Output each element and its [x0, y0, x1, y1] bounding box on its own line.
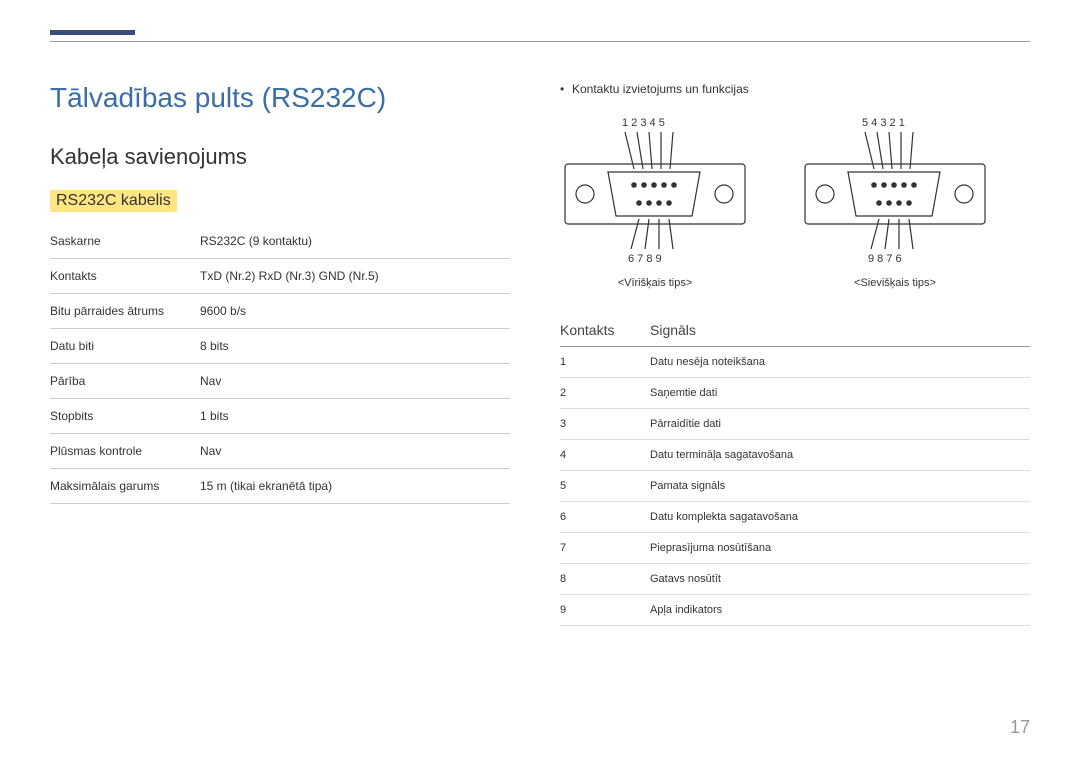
male-bottom-labels: 6 7 8 9 [628, 253, 662, 265]
signal-row: 1Datu nesēja noteikšana [560, 347, 1030, 378]
signal-row: 8Gatavs nosūtīt [560, 564, 1030, 595]
signal-name: Gatavs nosūtīt [650, 573, 1030, 585]
content-columns: Tālvadības pults (RS232C) Kabeļa savieno… [50, 82, 1030, 626]
spec-row: Datu biti8 bits [50, 329, 510, 364]
female-bottom-labels: 9 8 7 6 [868, 253, 902, 265]
signal-name: Pieprasījuma nosūtīšana [650, 542, 1030, 554]
top-divider [50, 41, 1030, 42]
signal-name: Apļa indikators [650, 604, 1030, 616]
signal-row: 7Pieprasījuma nosūtīšana [560, 533, 1030, 564]
signal-pin: 5 [560, 480, 650, 492]
spec-row: Stopbits1 bits [50, 399, 510, 434]
spec-value: 8 bits [200, 339, 510, 353]
female-caption: <Sievišķais tips> [854, 277, 936, 289]
signal-pin: 7 [560, 542, 650, 554]
signal-row: 2Saņemtie dati [560, 378, 1030, 409]
right-column: Kontaktu izvietojums un funkcijas 1 2 3 … [560, 82, 1030, 626]
signal-name: Pārraidītie dati [650, 418, 1030, 430]
spec-row: Maksimālais garums15 m (tikai ekranētā t… [50, 469, 510, 504]
signal-pin: 8 [560, 573, 650, 585]
female-connector-svg: 5 4 3 2 1 [800, 114, 990, 269]
spec-row: Plūsmas kontroleNav [50, 434, 510, 469]
male-caption: <Vīrišķais tips> [618, 277, 693, 289]
bullet-text: Kontaktu izvietojums un funkcijas [560, 82, 1030, 96]
spec-row: SaskarneRS232C (9 kontaktu) [50, 224, 510, 259]
signal-pin: 1 [560, 356, 650, 368]
spec-row: Bitu pārraides ātrums9600 b/s [50, 294, 510, 329]
signal-pin: 4 [560, 449, 650, 461]
spec-table: SaskarneRS232C (9 kontaktu)KontaktsTxD (… [50, 224, 510, 504]
spec-label: Bitu pārraides ātrums [50, 304, 200, 318]
signal-pin: 6 [560, 511, 650, 523]
signal-row: 9Apļa indikators [560, 595, 1030, 626]
spec-label: Kontakts [50, 269, 200, 283]
signal-row: 3Pārraidītie dati [560, 409, 1030, 440]
signal-header-pin: Kontakts [560, 322, 650, 338]
signal-name: Datu termināļa sagatavošana [650, 449, 1030, 461]
section-title: RS232C kabelis [50, 190, 177, 212]
spec-label: Plūsmas kontrole [50, 444, 200, 458]
connector-diagrams: 1 2 3 4 5 [560, 114, 1030, 289]
signal-row: 6Datu komplekta sagatavošana [560, 502, 1030, 533]
spec-value: 15 m (tikai ekranētā tipa) [200, 479, 510, 493]
accent-bar [50, 30, 135, 35]
signal-name: Datu nesēja noteikšana [650, 356, 1030, 368]
spec-label: Stopbits [50, 409, 200, 423]
page-number: 17 [1010, 717, 1030, 738]
male-connector-diagram: 1 2 3 4 5 [560, 114, 750, 289]
spec-label: Saskarne [50, 234, 200, 248]
spec-value: Nav [200, 444, 510, 458]
spec-row: KontaktsTxD (Nr.2) RxD (Nr.3) GND (Nr.5) [50, 259, 510, 294]
male-connector-svg: 1 2 3 4 5 [560, 114, 750, 269]
female-connector-diagram: 5 4 3 2 1 [800, 114, 990, 289]
spec-label: Datu biti [50, 339, 200, 353]
signal-name: Pamata signāls [650, 480, 1030, 492]
spec-value: 1 bits [200, 409, 510, 423]
spec-value: RS232C (9 kontaktu) [200, 234, 510, 248]
page-title: Tālvadības pults (RS232C) [50, 82, 510, 114]
sub-title: Kabeļa savienojums [50, 144, 510, 170]
signal-name: Datu komplekta sagatavošana [650, 511, 1030, 523]
spec-value: Nav [200, 374, 510, 388]
spec-row: PārībaNav [50, 364, 510, 399]
spec-label: Maksimālais garums [50, 479, 200, 493]
signal-name: Saņemtie dati [650, 387, 1030, 399]
signal-row: 4Datu termināļa sagatavošana [560, 440, 1030, 471]
female-top-labels: 5 4 3 2 1 [862, 117, 905, 129]
left-column: Tālvadības pults (RS232C) Kabeļa savieno… [50, 82, 510, 626]
signal-pin: 3 [560, 418, 650, 430]
male-top-labels: 1 2 3 4 5 [622, 117, 665, 129]
signal-row: 5Pamata signāls [560, 471, 1030, 502]
spec-label: Pārība [50, 374, 200, 388]
spec-value: TxD (Nr.2) RxD (Nr.3) GND (Nr.5) [200, 269, 510, 283]
signal-pin: 2 [560, 387, 650, 399]
spec-value: 9600 b/s [200, 304, 510, 318]
signal-pin: 9 [560, 604, 650, 616]
signal-table: Kontakts Signāls 1Datu nesēja noteikšana… [560, 314, 1030, 626]
signal-header-signal: Signāls [650, 322, 1030, 338]
signal-table-header: Kontakts Signāls [560, 314, 1030, 347]
